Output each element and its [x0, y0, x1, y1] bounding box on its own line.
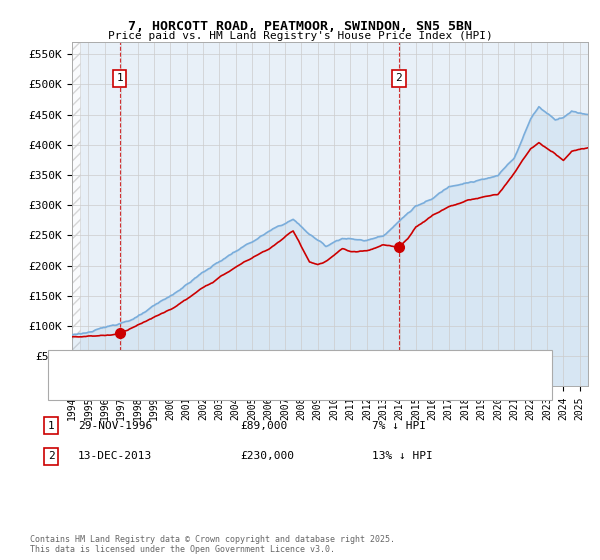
Text: 13% ↓ HPI: 13% ↓ HPI [372, 451, 433, 461]
Text: 7, HORCOTT ROAD, PEATMOOR, SWINDON, SN5 5BN (detached house): 7, HORCOTT ROAD, PEATMOOR, SWINDON, SN5 … [102, 359, 455, 369]
Text: Price paid vs. HM Land Registry's House Price Index (HPI): Price paid vs. HM Land Registry's House … [107, 31, 493, 41]
Text: £230,000: £230,000 [240, 451, 294, 461]
Text: 2: 2 [395, 73, 402, 83]
Text: £89,000: £89,000 [240, 421, 287, 431]
Text: 1: 1 [116, 73, 123, 83]
Text: 2: 2 [47, 451, 55, 461]
Text: 29-NOV-1996: 29-NOV-1996 [78, 421, 152, 431]
Text: 13-DEC-2013: 13-DEC-2013 [78, 451, 152, 461]
Text: 7% ↓ HPI: 7% ↓ HPI [372, 421, 426, 431]
Text: Contains HM Land Registry data © Crown copyright and database right 2025.
This d: Contains HM Land Registry data © Crown c… [30, 535, 395, 554]
Text: 1: 1 [47, 421, 55, 431]
Text: HPI: Average price, detached house, Swindon: HPI: Average price, detached house, Swin… [102, 381, 355, 391]
Text: 7, HORCOTT ROAD, PEATMOOR, SWINDON, SN5 5BN: 7, HORCOTT ROAD, PEATMOOR, SWINDON, SN5 … [128, 20, 472, 32]
